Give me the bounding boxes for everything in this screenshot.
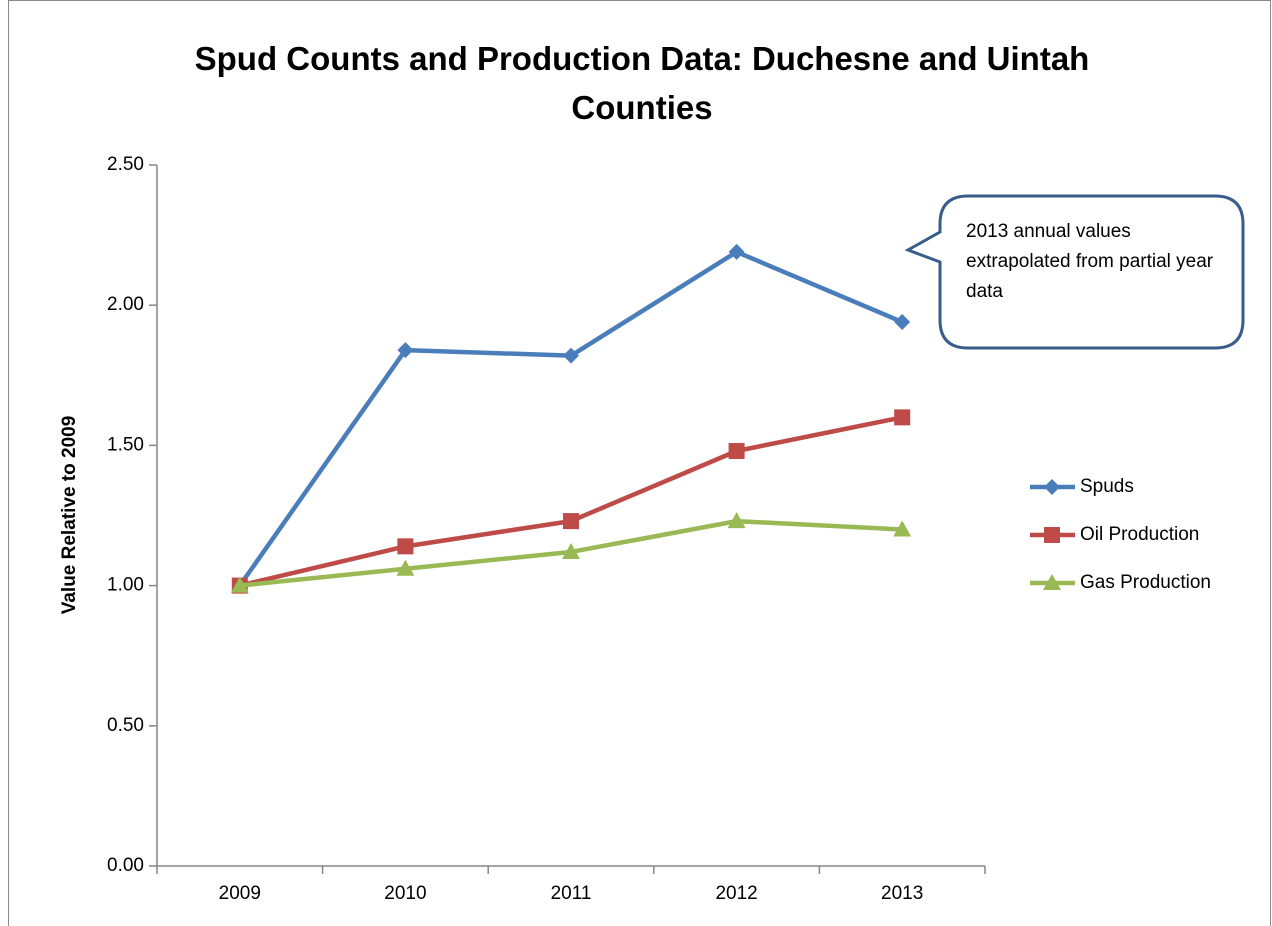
- data-point: [563, 347, 579, 364]
- annotation: 2013 annual values extrapolated from par…: [966, 221, 1214, 302]
- x-tick-label: 2012: [715, 883, 757, 904]
- y-tick-label: 1.50: [107, 434, 144, 455]
- data-point: [563, 513, 579, 530]
- y-tick-label: 2.00: [107, 294, 144, 315]
- chart-title: Spud Counts and Production Data: Duchesn…: [194, 40, 1090, 126]
- legend-label: Spuds: [1080, 476, 1134, 497]
- x-tick-label: 2010: [384, 883, 426, 904]
- x-tick-label: 2013: [881, 883, 923, 904]
- legend-marker: [1044, 479, 1060, 495]
- legend-marker: [1043, 574, 1061, 590]
- data-point: [397, 538, 414, 555]
- legend-marker: [1044, 527, 1060, 543]
- data-point: [728, 243, 745, 260]
- data-point: [397, 342, 414, 359]
- y-tick-label: 1.00: [107, 575, 144, 596]
- y-tick-label: 0.50: [107, 715, 144, 736]
- x-tick-label: 2009: [219, 883, 261, 904]
- data-point: [728, 443, 745, 460]
- data-point: [894, 314, 911, 331]
- legend-label: Gas Production: [1080, 572, 1211, 593]
- data-point: [893, 520, 912, 537]
- data-point: [894, 409, 911, 426]
- chart-border: [8, 0, 1271, 926]
- data-point: [727, 512, 746, 529]
- data-point: [396, 559, 415, 576]
- y-tick-label: 2.50: [107, 154, 144, 175]
- data-point: [562, 542, 580, 559]
- y-tick-label: 0.00: [107, 855, 144, 876]
- x-tick-label: 2011: [551, 883, 592, 904]
- y-axis-title: Value Relative to 2009: [59, 416, 80, 615]
- callout-box: [904, 194, 1245, 350]
- series-line: [237, 249, 904, 587]
- data-point: [230, 576, 249, 593]
- legend-label: Oil Production: [1080, 524, 1199, 545]
